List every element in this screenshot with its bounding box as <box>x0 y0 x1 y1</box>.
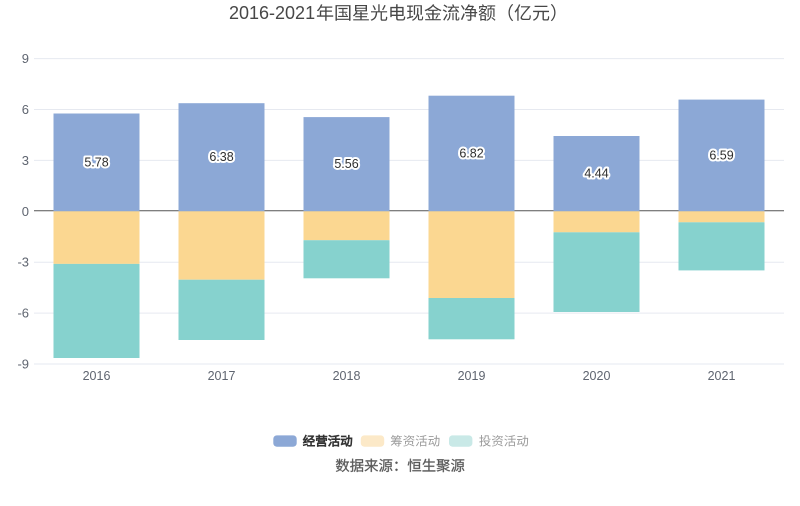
svg-text:6: 6 <box>22 102 29 117</box>
svg-text:-3: -3 <box>17 255 29 270</box>
svg-text:2018: 2018 <box>333 369 361 383</box>
svg-text:3: 3 <box>22 153 29 168</box>
svg-text:5.56: 5.56 <box>334 157 358 171</box>
svg-text:4.44: 4.44 <box>584 167 608 181</box>
svg-text:2021: 2021 <box>708 369 736 383</box>
svg-text:2020: 2020 <box>583 369 611 383</box>
svg-text:6.38: 6.38 <box>209 150 233 164</box>
svg-text:-9: -9 <box>17 357 29 372</box>
svg-text:9: 9 <box>22 51 29 66</box>
svg-text:5.78: 5.78 <box>84 155 108 169</box>
svg-text:6.82: 6.82 <box>459 146 483 160</box>
svg-text:2019: 2019 <box>458 369 486 383</box>
svg-text:2017: 2017 <box>208 369 236 383</box>
svg-text:-6: -6 <box>17 306 29 321</box>
svg-text:2016: 2016 <box>83 369 111 383</box>
svg-text:2016-2021: 2016-2021 <box>229 3 315 23</box>
svg-text:6.59: 6.59 <box>709 148 733 162</box>
svg-text:0: 0 <box>22 204 29 219</box>
